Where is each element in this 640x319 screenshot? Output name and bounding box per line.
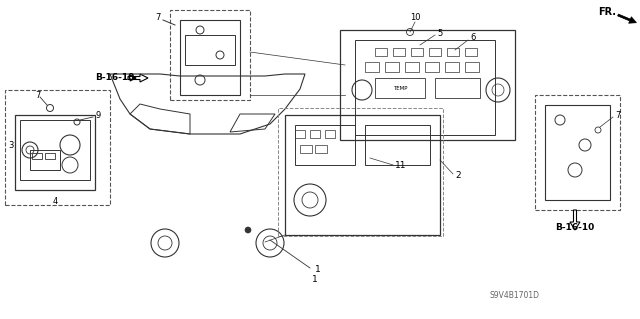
- Text: 3: 3: [8, 140, 13, 150]
- Text: 1: 1: [312, 276, 318, 285]
- Bar: [300, 145, 312, 153]
- Bar: [375, 48, 387, 56]
- Text: B-16-10: B-16-10: [95, 73, 134, 83]
- Text: TEMP: TEMP: [393, 85, 407, 91]
- Bar: [365, 125, 430, 165]
- Bar: [435, 78, 480, 98]
- FancyArrow shape: [618, 14, 636, 23]
- Text: B-16-10: B-16-10: [556, 224, 595, 233]
- Text: 4: 4: [52, 197, 58, 206]
- Text: FR.: FR.: [598, 7, 616, 17]
- Text: 7: 7: [615, 110, 620, 120]
- Bar: [411, 48, 423, 56]
- Bar: [5, 90, 110, 205]
- Bar: [285, 115, 440, 235]
- Text: 6: 6: [470, 33, 476, 41]
- Bar: [545, 105, 610, 200]
- Bar: [325, 130, 335, 138]
- Bar: [429, 48, 441, 56]
- Bar: [180, 20, 240, 95]
- Bar: [15, 115, 95, 190]
- FancyArrow shape: [570, 210, 580, 230]
- Bar: [295, 130, 305, 138]
- Bar: [170, 10, 250, 100]
- Bar: [385, 62, 399, 72]
- Text: S9V4B1701D: S9V4B1701D: [490, 291, 540, 300]
- Bar: [340, 30, 515, 140]
- Bar: [465, 48, 477, 56]
- Bar: [315, 145, 327, 153]
- Bar: [405, 62, 419, 72]
- Text: 5: 5: [437, 28, 442, 38]
- Bar: [465, 62, 479, 72]
- Text: 7: 7: [35, 91, 40, 100]
- Bar: [32, 153, 42, 159]
- Bar: [355, 40, 495, 135]
- Bar: [45, 153, 55, 159]
- FancyArrow shape: [128, 74, 148, 82]
- Bar: [393, 48, 405, 56]
- Text: 7: 7: [155, 13, 161, 23]
- Bar: [20, 120, 90, 180]
- Text: 9: 9: [95, 110, 100, 120]
- Bar: [30, 150, 60, 170]
- Bar: [445, 62, 459, 72]
- Bar: [310, 130, 320, 138]
- Bar: [425, 62, 439, 72]
- Bar: [295, 125, 355, 165]
- Text: 10: 10: [410, 13, 420, 23]
- Bar: [365, 62, 379, 72]
- Bar: [185, 35, 235, 65]
- Text: 11: 11: [395, 160, 406, 169]
- Bar: [535, 95, 620, 210]
- Bar: [278, 108, 443, 236]
- Text: 2: 2: [455, 170, 461, 180]
- Bar: [375, 78, 425, 98]
- Text: 1: 1: [315, 265, 321, 275]
- Bar: [447, 48, 459, 56]
- Circle shape: [245, 227, 251, 233]
